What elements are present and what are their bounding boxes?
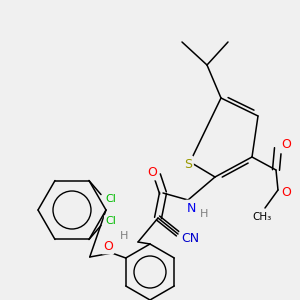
Text: N: N <box>186 202 196 214</box>
Text: H: H <box>200 209 208 219</box>
Text: S: S <box>184 158 192 170</box>
Text: CN: CN <box>181 232 199 245</box>
Text: CH₃: CH₃ <box>252 212 272 222</box>
Text: O: O <box>147 166 157 178</box>
Text: O: O <box>103 239 113 253</box>
Text: O: O <box>281 187 291 200</box>
Text: H: H <box>120 231 128 241</box>
Text: O: O <box>281 139 291 152</box>
Text: Cl: Cl <box>106 216 116 226</box>
Text: Cl: Cl <box>106 194 116 204</box>
